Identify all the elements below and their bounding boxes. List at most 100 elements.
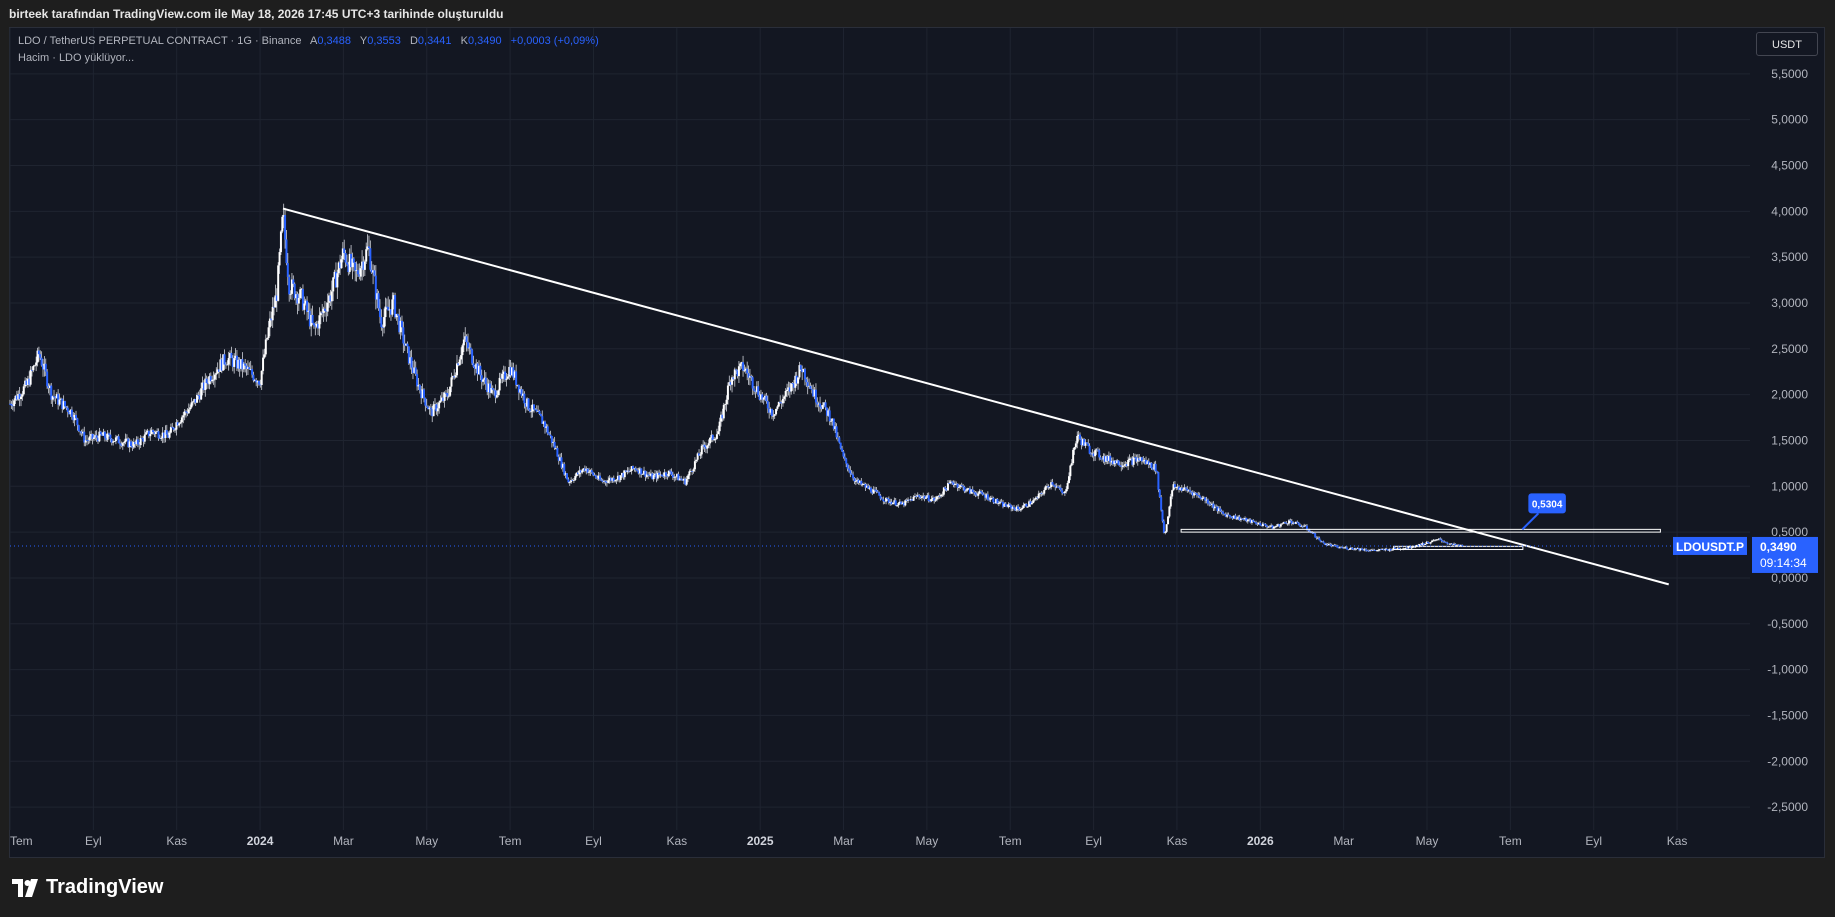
y-tick-label: 2,5000 bbox=[1771, 342, 1808, 356]
candle-body bbox=[479, 365, 482, 376]
candle-body bbox=[1260, 525, 1263, 527]
candle-body bbox=[990, 497, 993, 499]
candle-body bbox=[1156, 471, 1159, 473]
candle-body bbox=[72, 416, 75, 421]
candle-body bbox=[1252, 520, 1255, 522]
candle-body bbox=[535, 409, 538, 412]
candle-body bbox=[867, 485, 870, 489]
candle-body bbox=[887, 499, 890, 503]
candle-body bbox=[682, 478, 685, 481]
candle-body bbox=[1140, 457, 1143, 462]
candle-body bbox=[73, 414, 76, 421]
x-tick-label: May bbox=[916, 834, 939, 848]
candle-body bbox=[919, 496, 922, 499]
candle-body bbox=[66, 407, 69, 412]
candle-body bbox=[1022, 505, 1025, 509]
candle-body bbox=[215, 373, 218, 375]
candle-body bbox=[1352, 549, 1355, 550]
candle-body bbox=[37, 350, 40, 355]
candle-body bbox=[1202, 497, 1205, 499]
volume-legend[interactable]: Hacim · LDO yüklüyor... bbox=[18, 52, 135, 64]
candle-body bbox=[649, 473, 652, 476]
y-tick-label: -1,0000 bbox=[1767, 663, 1808, 677]
grid-lines bbox=[9, 28, 1750, 830]
candle-body bbox=[1124, 464, 1127, 466]
candle-body bbox=[317, 323, 320, 329]
candle-body bbox=[626, 470, 629, 472]
candle-body bbox=[128, 441, 131, 448]
candle-body bbox=[207, 383, 210, 385]
candle-body bbox=[645, 474, 648, 477]
candle-body bbox=[678, 478, 681, 481]
candle-body bbox=[220, 359, 223, 371]
candle-body bbox=[1057, 486, 1060, 488]
candle-body bbox=[773, 414, 776, 416]
candle-body bbox=[1451, 543, 1454, 545]
symbol-name[interactable]: LDO / TetherUS PERPETUAL CONTRACT · 1G ·… bbox=[18, 35, 302, 47]
candle-body bbox=[153, 432, 156, 434]
candle-body bbox=[1021, 508, 1024, 510]
candle-body bbox=[189, 407, 192, 410]
candles bbox=[9, 203, 1464, 553]
candle-body bbox=[10, 403, 13, 406]
candle-body bbox=[1079, 434, 1082, 440]
candle-body bbox=[801, 369, 804, 373]
candle-body bbox=[1422, 543, 1425, 545]
candle-body bbox=[1308, 530, 1311, 533]
candle-body bbox=[974, 492, 977, 495]
candle-body bbox=[786, 389, 789, 392]
candle-body bbox=[21, 394, 24, 397]
candle-body bbox=[472, 363, 475, 367]
candle-body bbox=[561, 464, 564, 468]
candle-body bbox=[1209, 504, 1212, 506]
candle-body bbox=[234, 355, 237, 359]
candle-body bbox=[1429, 542, 1432, 544]
candle-body bbox=[757, 386, 760, 396]
candle-body bbox=[490, 387, 493, 393]
candle-body bbox=[542, 421, 545, 424]
y-tick-label: -2,0000 bbox=[1767, 754, 1808, 768]
candle-body bbox=[20, 396, 23, 400]
candle-body bbox=[444, 392, 447, 394]
candle-body bbox=[163, 432, 166, 439]
candle-body bbox=[191, 401, 194, 403]
currency-button[interactable]: USDT bbox=[1756, 32, 1818, 56]
candle-body bbox=[1066, 482, 1069, 490]
candle-body bbox=[242, 363, 245, 370]
candle-body bbox=[575, 472, 578, 477]
candle-body bbox=[531, 404, 534, 412]
candle-body bbox=[389, 309, 392, 315]
candle-body bbox=[77, 425, 80, 432]
candle-body bbox=[901, 502, 904, 505]
candle-body bbox=[725, 399, 728, 405]
candle-body bbox=[893, 500, 896, 503]
candle-body bbox=[340, 259, 343, 269]
candle-body bbox=[1050, 482, 1053, 487]
candle-body bbox=[1230, 516, 1233, 518]
candle-body bbox=[832, 418, 835, 429]
y-tick-label: 1,0000 bbox=[1771, 479, 1808, 493]
candle-body bbox=[337, 262, 340, 274]
candle-body bbox=[75, 414, 78, 419]
candle-body bbox=[1206, 499, 1209, 504]
candle-body bbox=[665, 472, 668, 476]
candle-body bbox=[1337, 547, 1340, 549]
candle-body bbox=[1248, 519, 1251, 521]
candle-body bbox=[1323, 542, 1326, 545]
candle-body bbox=[924, 497, 927, 499]
candle-body bbox=[307, 310, 310, 312]
low-value: 0,3441 bbox=[417, 35, 452, 47]
candle-body bbox=[486, 383, 489, 393]
candle-body bbox=[277, 265, 280, 301]
candle-body bbox=[1321, 541, 1324, 543]
candle-body bbox=[321, 312, 324, 314]
candle-body bbox=[285, 239, 288, 264]
candle-body bbox=[1070, 463, 1073, 466]
candle-body bbox=[909, 499, 912, 500]
candle-body bbox=[677, 474, 680, 481]
candle-body bbox=[168, 432, 171, 438]
candle-body bbox=[1329, 543, 1332, 545]
candle-body bbox=[1305, 525, 1308, 529]
candle-body bbox=[574, 476, 577, 480]
